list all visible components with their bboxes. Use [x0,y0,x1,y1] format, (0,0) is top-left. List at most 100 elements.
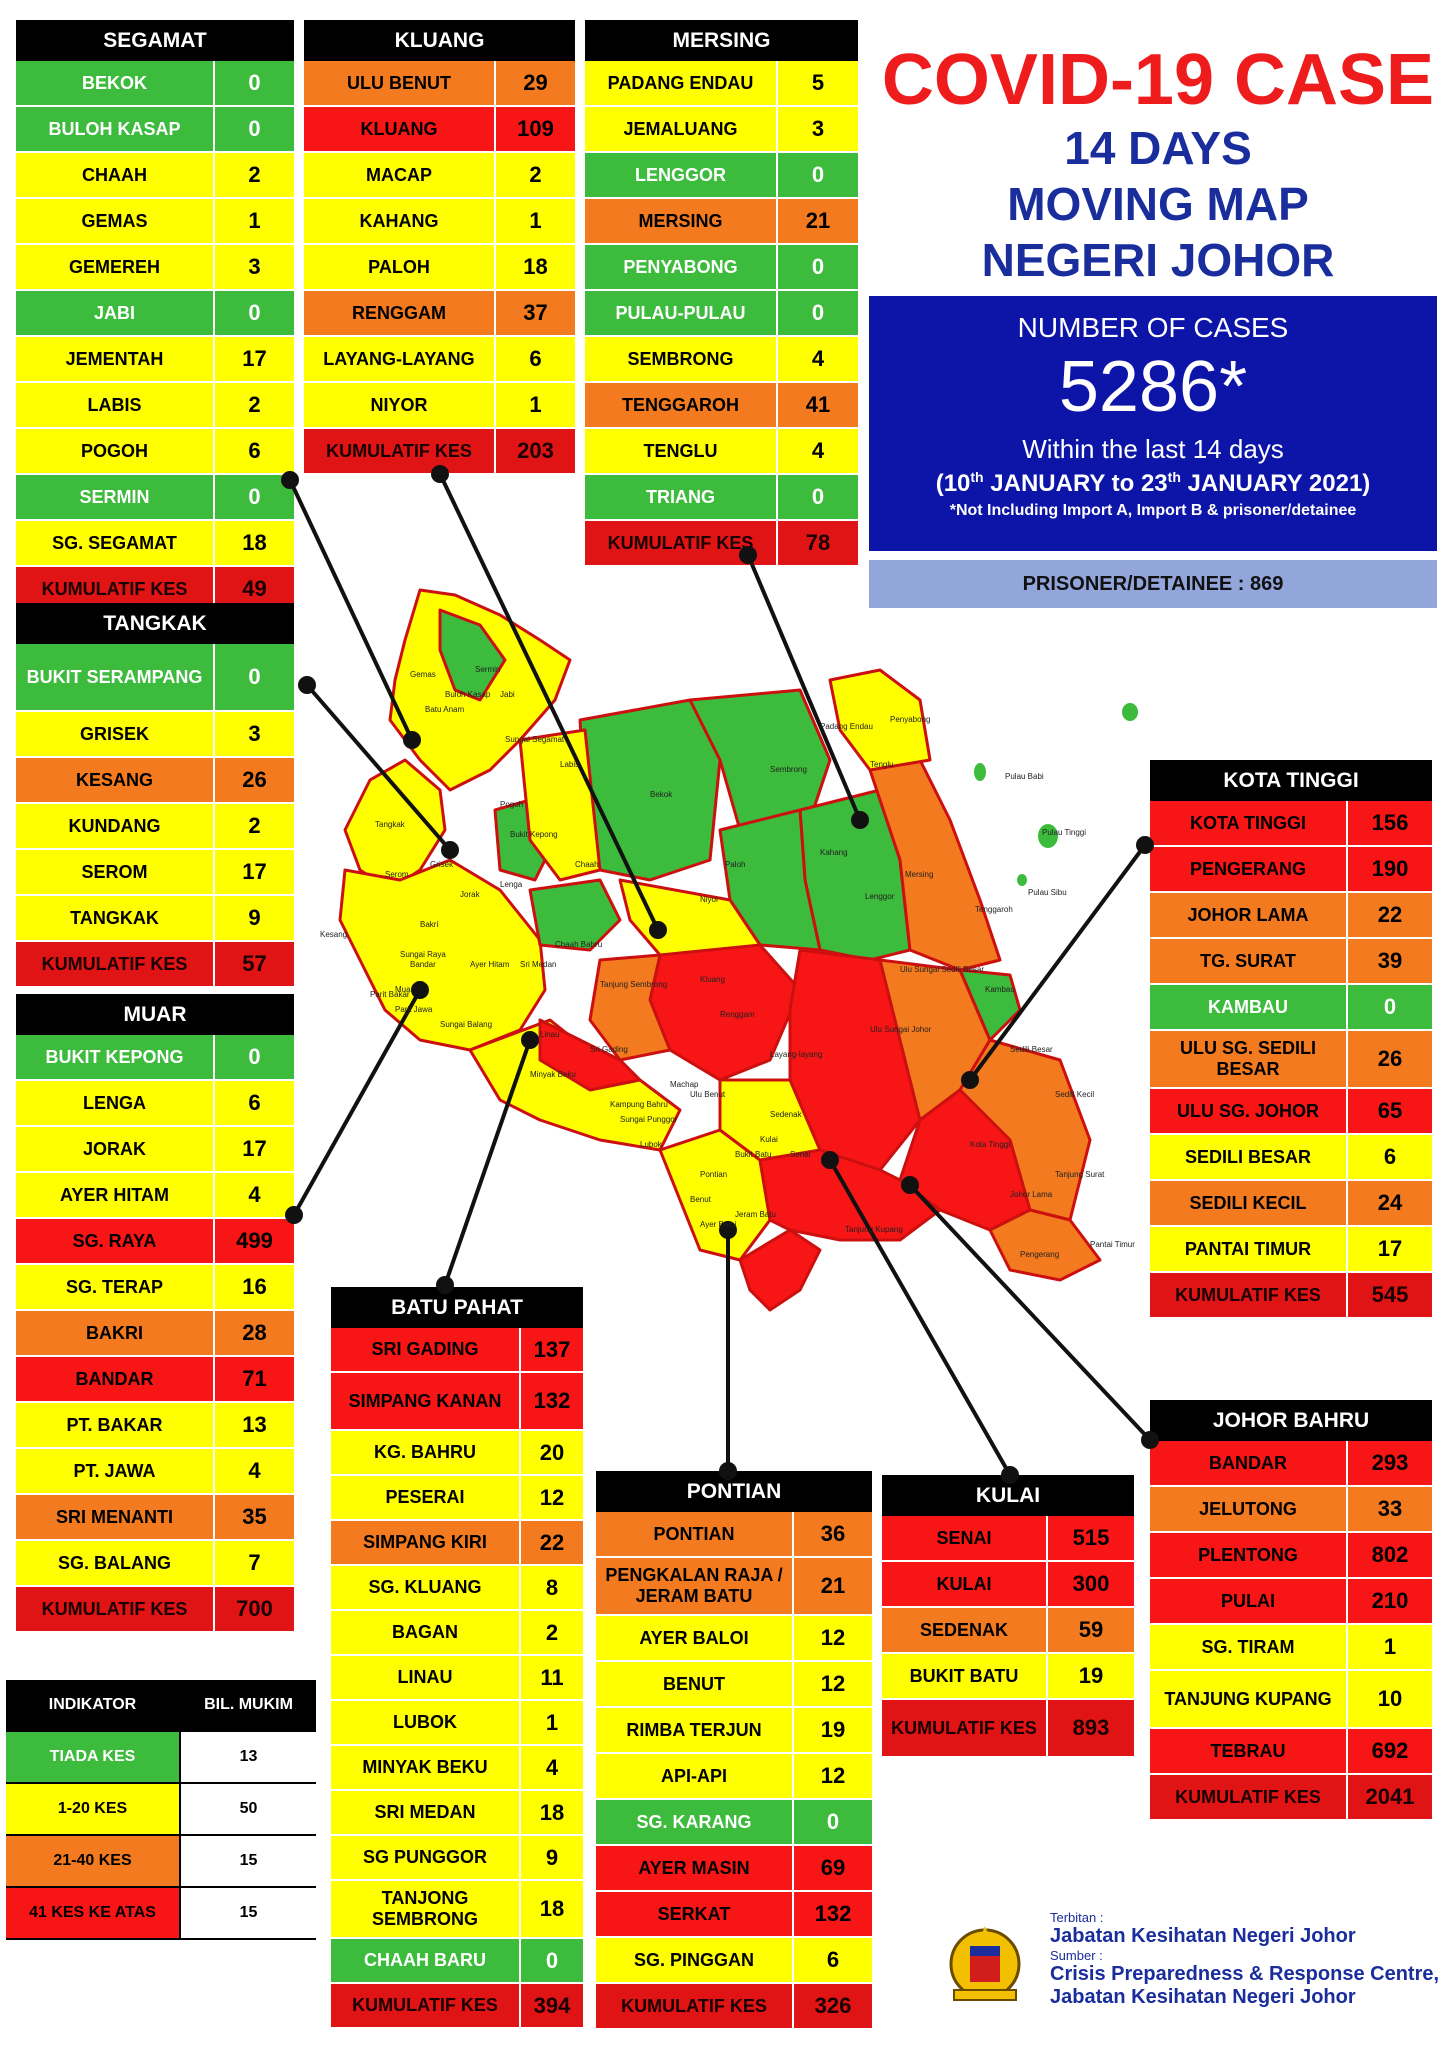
mukim-row: KULAI 300 [882,1562,1134,1608]
map-place-label: Kulai [760,1135,778,1144]
mukim-row: SEDILI BESAR 6 [1150,1135,1432,1181]
mukim-row: JORAK 17 [16,1127,294,1173]
map-place-label: Bakri [420,920,439,929]
map-place-label: Pulau Sibu [1028,888,1067,897]
map-place-label: Batu Anam [425,705,465,714]
legend-indicator: 21-40 KES [6,1836,181,1886]
mukim-name: SG. SEGAMAT [16,521,215,565]
mukim-cases: 1 [496,199,575,243]
mukim-cases: 71 [215,1357,294,1401]
map-place-label: Kesang [320,930,348,939]
mukim-cases: 36 [794,1512,872,1556]
map-place-label: Kambau [985,985,1015,994]
mukim-row: KAHANG 1 [304,199,575,245]
mukim-name: SG. RAYA [16,1219,215,1263]
mukim-name: SG. BALANG [16,1541,215,1585]
map-place-label: Sedili Besar [1010,1045,1053,1054]
jata-crest-icon [949,1926,1021,2001]
mukim-cases: 7 [215,1541,294,1585]
map-place-label: Lubok [640,1140,662,1149]
mukim-cases: 35 [215,1495,294,1539]
mukim-name: AYER HITAM [16,1173,215,1217]
mukim-name: JORAK [16,1127,215,1171]
map-place-label: Ayer Baloi [700,1220,737,1229]
district-table-tangkak: TANGKAK BUKIT SERAMPANG 0 GRISEK 3 KESANG 26 KU… [16,603,294,988]
mukim-name: CHAAH [16,153,215,197]
mukim-name: NIYOR [304,383,496,427]
mukim-cases: 24 [1348,1181,1432,1225]
mukim-cases: 9 [215,896,294,940]
mukim-name: GEMEREH [16,245,215,289]
map-place-label: Ayer Hitam [470,960,510,969]
mukim-cases: 326 [794,1984,872,2028]
mukim-cases: 21 [778,199,858,243]
district-header: KOTA TINGGI [1150,760,1432,801]
mukim-row: NIYOR 1 [304,383,575,429]
mukim-row: SG. PINGGAN 6 [596,1938,872,1984]
mukim-cases: 20 [521,1431,583,1474]
mukim-cases: 0 [215,107,294,151]
mukim-row: MACAP 2 [304,153,575,199]
map-place-label: Pulau Babi [1005,772,1044,781]
mukim-name: BANDAR [1150,1441,1348,1485]
mukim-cases: 18 [215,521,294,565]
mukim-name: SRI MENANTI [16,1495,215,1539]
mukim-row: KUMULATIF KES 203 [304,429,575,475]
map-place-label: Minyak Beku [530,1070,576,1079]
district-table-batu-pahat: BATU PAHAT SRI GADING 137 SIMPANG KANAN 132 K… [331,1287,583,2029]
source-line-1: Crisis Preparedness & Response Centre, [1050,1963,1440,1985]
mukim-cases: 26 [1348,1031,1432,1087]
mukim-name: JOHOR LAMA [1150,893,1348,937]
mukim-row: SRI MEDAN 18 [331,1791,583,1836]
mukim-name: MACAP [304,153,496,197]
mukim-name: BAKRI [16,1311,215,1355]
map-place-label: Tenglu [870,760,894,769]
mukim-row: SENAI 515 [882,1516,1134,1562]
mukim-cases: 0 [778,245,858,289]
map-place-label: Padang Endau [820,722,873,731]
mukim-name: PLENTONG [1150,1533,1348,1577]
map-place-label: Paloh [725,860,746,869]
legend-count: 15 [181,1836,316,1886]
mukim-name: MINYAK BEKU [331,1746,521,1789]
legend-header: INDIKATOR BIL. MUKIM [6,1680,316,1732]
mukim-row: PULAU-PULAU 0 [585,291,858,337]
mukim-name: SEROM [16,850,215,894]
mukim-cases: 4 [778,429,858,473]
map-island [1122,703,1138,721]
mukim-cases: 28 [215,1311,294,1355]
mukim-name: SERKAT [596,1892,794,1936]
mukim-row: SRI GADING 137 [331,1328,583,1373]
map-place-label: Jeram Batu [735,1210,776,1219]
mukim-row: TENGGAROH 41 [585,383,858,429]
map-place-label: Mersing [905,870,934,879]
mukim-cases: 3 [215,712,294,756]
mukim-cases: 2 [215,383,294,427]
mukim-cases: 2 [496,153,575,197]
district-header: PONTIAN [596,1471,872,1512]
mukim-name: GEMAS [16,199,215,243]
mukim-cases: 12 [794,1616,872,1660]
mukim-row: BANDAR 71 [16,1357,294,1403]
mukim-cases: 17 [1348,1227,1432,1271]
mukim-row: JELUTONG 33 [1150,1487,1432,1533]
mukim-row: BULOH KASAP 0 [16,107,294,153]
mukim-row: RIMBA TERJUN 19 [596,1708,872,1754]
mukim-name: ULU BENUT [304,61,496,105]
mukim-name: LENGGOR [585,153,778,197]
mukim-name: SEDILI KECIL [1150,1181,1348,1225]
mukim-name: SEDENAK [882,1608,1048,1652]
mukim-row: SG. BALANG 7 [16,1541,294,1587]
mukim-row: TRIANG 0 [585,475,858,521]
mukim-row: SG. KLUANG 8 [331,1566,583,1611]
legend-row: TIADA KES 13 [6,1732,316,1784]
mukim-row: PESERAI 12 [331,1476,583,1521]
map-place-label: Sedili Kecil [1055,1090,1095,1099]
map-place-label: Renggam [720,1010,755,1019]
map-place-label: Labis [560,760,580,769]
mukim-name: AYER BALOI [596,1616,794,1660]
mukim-cases: 893 [1048,1700,1134,1756]
mukim-name: TEBRAU [1150,1729,1348,1773]
map-place-label: Ulu Benut [690,1090,726,1099]
leader-line-johor-bahru [908,1183,1152,1442]
